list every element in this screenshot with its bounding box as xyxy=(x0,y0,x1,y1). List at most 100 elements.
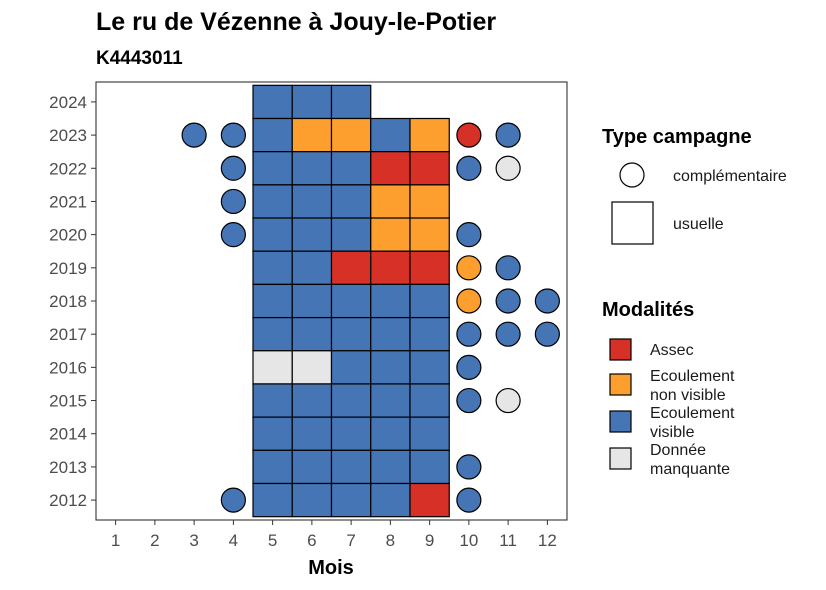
tile-2016-7 xyxy=(330,350,372,385)
point-2016-10 xyxy=(456,354,482,380)
tile-2018-8 xyxy=(370,283,411,319)
tile-2022-9 xyxy=(409,151,450,186)
tile-2022-8 xyxy=(370,151,411,186)
point-2012-4 xyxy=(220,487,246,513)
point-2022-4 xyxy=(220,155,246,181)
x-tick-label-12: 12 xyxy=(538,531,557,550)
legend: Type campagne complémentaire usuelle Moda… xyxy=(602,126,787,478)
tile-2021-6 xyxy=(291,184,333,219)
tile-2022-5 xyxy=(252,151,293,186)
y-tick-label-2024: 2024 xyxy=(49,93,87,112)
point-2023-10 xyxy=(456,122,482,148)
tile-2019-6 xyxy=(291,250,333,286)
y-tick-label-2021: 2021 xyxy=(49,192,87,211)
chart-title: Le ru de Vézenne à Jouy-le-Potier xyxy=(96,8,496,36)
tile-2013-8 xyxy=(370,449,411,485)
x-axis: 1 2 3 4 5 6 7 8 9 10 11 12 xyxy=(111,520,557,550)
y-tick-label-2019: 2019 xyxy=(49,259,87,278)
legend-label-usuelle: usuelle xyxy=(673,216,724,233)
tile-2019-7 xyxy=(330,250,372,286)
y-tick-label-2018: 2018 xyxy=(49,292,87,311)
x-tick-label-4: 4 xyxy=(229,531,238,550)
point-2020-10 xyxy=(456,222,482,248)
x-tick-label-8: 8 xyxy=(386,531,395,550)
legend-label-ecoulement_non_visible-0: Ecoulement xyxy=(650,368,735,385)
tile-2017-7 xyxy=(330,316,372,352)
tile-2020-7 xyxy=(330,217,372,252)
tile-2016-8 xyxy=(370,350,411,385)
tile-2018-5 xyxy=(252,283,293,319)
tile-2015-5 xyxy=(252,383,293,418)
legend-key-ecoulement_non_visible xyxy=(609,373,632,396)
point-2012-10 xyxy=(456,487,482,513)
y-tick-label-2017: 2017 xyxy=(49,325,87,344)
tile-2021-9 xyxy=(409,184,450,219)
point-2017-11 xyxy=(495,321,521,347)
legend-key-ecoulement_visible xyxy=(609,410,632,433)
tile-2015-9 xyxy=(409,383,450,418)
tile-2017-5 xyxy=(252,316,293,352)
y-tick-label-2015: 2015 xyxy=(49,392,87,411)
tile-2014-9 xyxy=(409,416,450,451)
point-2018-10 xyxy=(456,288,482,314)
point-2023-11 xyxy=(495,122,521,148)
x-tick-label-2: 2 xyxy=(150,531,159,550)
legend-key-complementaire xyxy=(619,162,645,188)
point-2023-3 xyxy=(181,122,207,148)
point-2022-11 xyxy=(495,155,521,181)
tile-2013-5 xyxy=(252,449,293,485)
tile-2015-6 xyxy=(291,383,333,418)
tile-2014-5 xyxy=(252,416,293,451)
point-2015-10 xyxy=(456,387,482,414)
tile-2012-8 xyxy=(370,482,411,518)
point-2013-10 xyxy=(456,454,482,480)
legend-key-assec xyxy=(609,338,632,361)
y-tick-label-2022: 2022 xyxy=(49,159,87,178)
tile-2023-9 xyxy=(409,117,450,153)
plot-area xyxy=(181,84,560,518)
tile-2016-9 xyxy=(409,350,450,385)
tile-2013-7 xyxy=(330,449,372,485)
x-tick-label-11: 11 xyxy=(499,531,517,550)
legend-shapes: complémentaire usuelle xyxy=(611,162,787,245)
point-2022-10 xyxy=(456,155,482,181)
tile-2023-5 xyxy=(252,117,293,153)
tile-2012-5 xyxy=(252,482,293,518)
tile-2017-8 xyxy=(370,316,411,352)
tile-2013-9 xyxy=(409,449,450,485)
x-tick-label-1: 1 xyxy=(111,531,120,550)
tile-2023-7 xyxy=(330,117,372,153)
tile-2020-6 xyxy=(291,217,333,252)
legend-label-ecoulement_non_visible-1: non visible xyxy=(650,387,726,404)
tile-2017-6 xyxy=(291,316,333,352)
y-tick-label-2020: 2020 xyxy=(49,226,87,245)
tile-2024-5 xyxy=(252,84,293,120)
legend-label-ecoulement_visible-0: Ecoulement xyxy=(650,405,735,422)
point-2021-4 xyxy=(220,188,246,215)
tile-2019-8 xyxy=(370,250,411,286)
legend-label-complementaire: complémentaire xyxy=(673,168,787,185)
point-2015-11 xyxy=(495,387,521,414)
tile-2019-5 xyxy=(252,250,293,286)
tile-2018-9 xyxy=(409,283,450,319)
tile-2014-6 xyxy=(291,416,333,451)
tile-2021-8 xyxy=(370,184,411,219)
point-2018-12 xyxy=(534,288,560,314)
legend-label-donnee_manquante-1: manquante xyxy=(650,461,730,478)
legend-label-donnee_manquante-0: Donnée xyxy=(650,442,706,459)
legend-title-type-campagne: Type campagne xyxy=(602,126,752,148)
tile-2015-7 xyxy=(330,383,372,418)
tile-2023-8 xyxy=(370,117,411,153)
legend-label-ecoulement_visible-1: visible xyxy=(650,424,695,441)
point-2023-4 xyxy=(220,122,246,148)
y-tick-label-2014: 2014 xyxy=(49,425,87,444)
tile-2012-7 xyxy=(330,482,372,518)
legend-label-assec-0: Assec xyxy=(650,342,694,359)
x-axis-title: Mois xyxy=(308,557,354,579)
x-tick-label-5: 5 xyxy=(268,531,277,550)
legend-key-usuelle xyxy=(611,201,654,245)
point-2019-10 xyxy=(456,255,482,281)
tile-2012-9 xyxy=(409,482,450,518)
legend-title-modalites: Modalités xyxy=(602,299,694,321)
